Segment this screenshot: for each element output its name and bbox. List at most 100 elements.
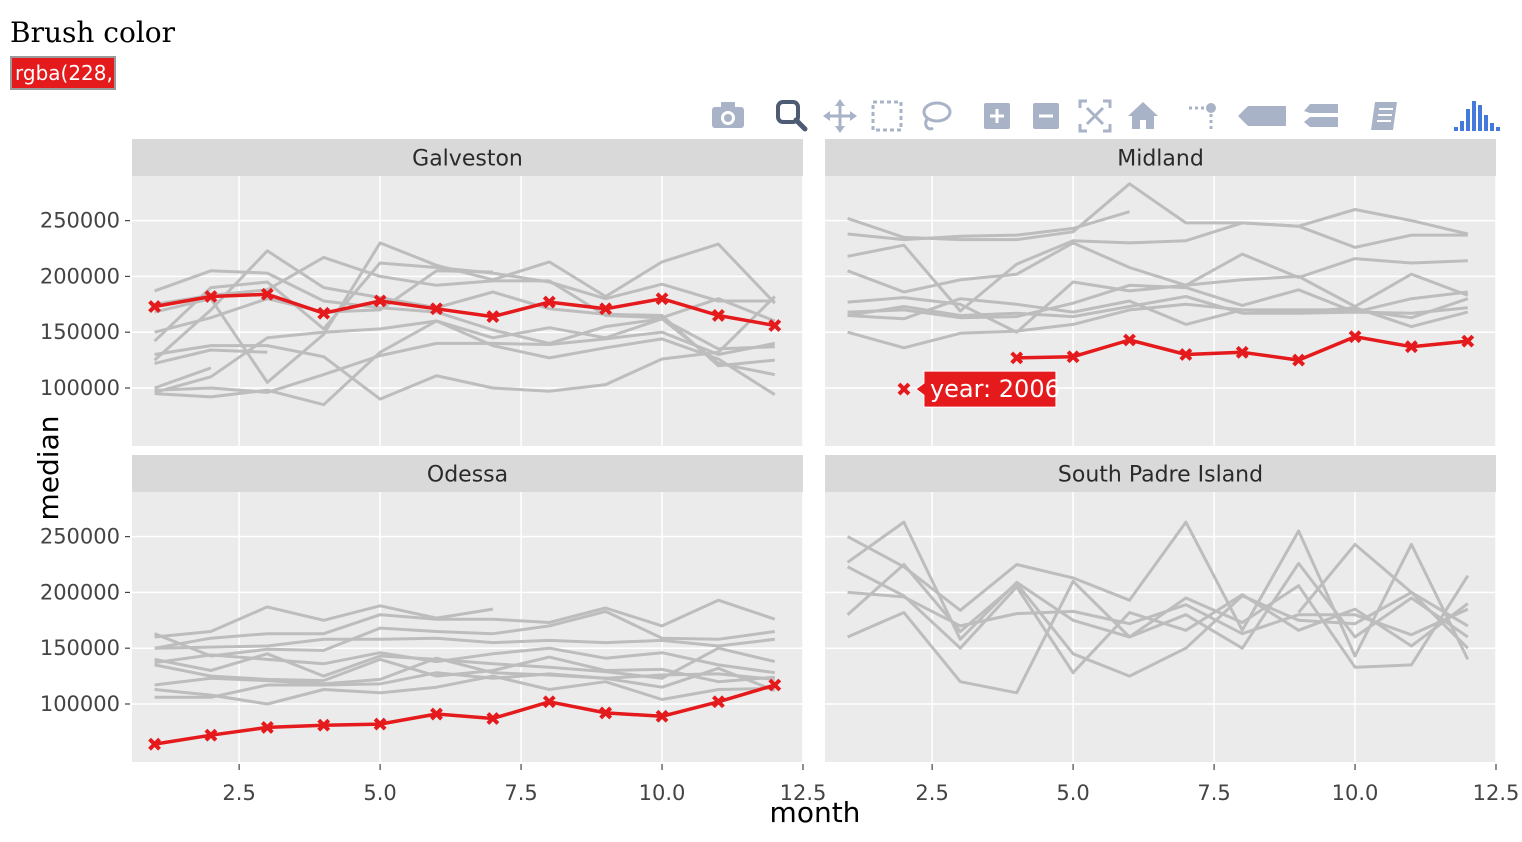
background-series-line[interactable] [154,646,776,680]
zoom-in-icon[interactable] [977,96,1017,136]
highlight-point-marker[interactable] [486,712,500,725]
hover-closest-icon[interactable] [1238,96,1286,136]
facet-panel[interactable]: Galveston 100000 150000 200000 250000 [40,139,804,446]
facet-title: South Padre Island [1058,463,1263,488]
background-series-line[interactable] [154,598,776,650]
lasso-select-icon[interactable] [915,96,955,136]
hovered-point-marker[interactable] [897,382,911,396]
highlight-point-marker[interactable] [655,292,669,306]
plot-area[interactable] [825,492,1496,762]
reset-axes-icon[interactable] [1123,96,1163,136]
background-series-line[interactable] [847,297,1469,350]
facet-strip [132,455,803,492]
background-series-line[interactable] [847,210,1130,242]
highlight-point-marker[interactable] [542,695,556,709]
background-series-line[interactable] [154,674,775,706]
background-series-line[interactable] [1297,542,1469,628]
background-series-line[interactable] [154,255,776,323]
brush-color-input[interactable] [10,56,116,90]
background-series-line[interactable] [847,182,1469,242]
facet-panel[interactable]: South Padre Island 2.5 5.0 7.5 10.0 12.5 [825,455,1519,805]
x-tick-label: 7.5 [504,781,537,805]
facet-panel[interactable]: Midland year: 2006 [825,139,1497,446]
highlight-point-marker[interactable] [317,306,331,320]
hover-compare-icon[interactable] [1300,96,1340,136]
highlight-point-marker[interactable] [712,695,725,709]
highlight-point-marker[interactable] [260,720,274,734]
x-tick-label: 10.0 [639,781,686,805]
x-tick-label: 2.5 [915,781,948,805]
highlight-point-marker[interactable] [655,709,669,723]
y-tick-label: 250000 [40,209,120,233]
plot-area[interactable] [132,492,803,762]
camera-icon[interactable] [708,96,748,136]
highlight-point-marker[interactable] [1235,345,1249,359]
highlight-point-marker[interactable] [1123,333,1136,347]
facet-panel[interactable]: Odessa 100000 150000 200000 250000 2.5 5.0 7.5 1… [40,455,827,805]
y-tick-label: 200000 [40,264,120,288]
highlight-point-marker[interactable] [768,678,782,692]
background-series-line[interactable] [154,636,775,650]
highlight-point-marker[interactable] [204,728,218,742]
background-series-line[interactable] [154,666,776,699]
autoscale-icon[interactable] [1075,96,1115,136]
highlight-point-marker[interactable] [1405,340,1418,354]
zoom-icon[interactable] [771,96,811,136]
highlight-point-marker[interactable] [1292,353,1306,367]
highlight-point-marker[interactable] [768,319,782,332]
background-series-line[interactable] [846,520,1470,661]
y-tick-label: 100000 [40,692,120,716]
background-series-line[interactable] [154,646,776,675]
highlight-point-marker[interactable] [1179,348,1193,361]
highlight-point-marker[interactable] [1010,351,1024,365]
background-series-line[interactable] [846,563,1469,678]
modebar-toolbar [708,96,1500,136]
y-tick-label: 100000 [40,376,120,400]
background-series-line[interactable] [154,348,268,365]
pan-icon[interactable] [820,96,860,136]
editor-icon[interactable] [1365,96,1405,136]
plotly-logo-icon[interactable] [1454,96,1500,136]
background-series-line[interactable] [154,295,776,401]
highlight-point-marker[interactable] [148,300,161,313]
zoom-out-icon[interactable] [1026,96,1066,136]
highlight-point-marker[interactable] [712,309,725,322]
x-tick-label: 5.0 [363,781,396,805]
highlight-point-marker[interactable] [148,737,161,751]
highlight-point-marker[interactable] [204,290,218,303]
highlight-point-marker[interactable] [542,295,556,309]
brush-color-label: Brush color [10,16,176,49]
highlight-point-marker[interactable] [373,294,387,308]
background-series-line[interactable] [847,241,1468,294]
highlight-point-marker[interactable] [430,707,443,721]
tooltip-text: year: 2006 [930,375,1060,403]
highlighted-series-line[interactable] [154,683,776,746]
highlight-point-marker[interactable] [486,310,500,323]
background-series-line[interactable] [847,561,1469,695]
highlight-point-marker[interactable] [1461,334,1475,348]
background-series-line[interactable] [154,330,776,394]
highlight-point-marker[interactable] [373,717,387,731]
highlight-point-marker[interactable] [1066,350,1080,364]
background-series-line[interactable] [154,609,776,658]
facet-strip [825,455,1496,492]
spike-lines-icon[interactable] [1183,96,1223,136]
highlight-point-marker[interactable] [599,302,613,316]
highlight-point-marker[interactable] [317,718,331,732]
background-series-line[interactable] [154,656,775,687]
highlight-point-marker[interactable] [599,706,613,720]
background-series-line[interactable] [847,221,1468,313]
x-tick-label: 12.5 [1473,781,1520,805]
highlighted-series-line[interactable] [154,292,776,328]
highlight-point-marker[interactable] [1348,330,1362,344]
y-tick-label: 250000 [40,525,120,549]
box-select-icon[interactable] [867,96,907,136]
facet-title: Odessa [427,463,508,488]
highlight-point-marker[interactable] [260,287,274,301]
background-series-line[interactable] [846,565,1469,675]
highlight-point-marker[interactable] [430,302,443,316]
x-tick-label: 12.5 [780,781,827,805]
background-series-line[interactable] [153,249,775,368]
background-series-line[interactable] [154,366,212,390]
